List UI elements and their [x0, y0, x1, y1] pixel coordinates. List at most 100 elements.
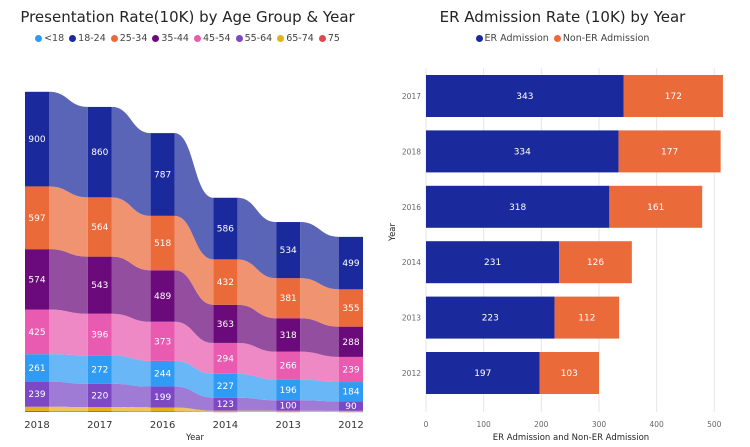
column-segment-18-24[interactable]	[213, 197, 238, 260]
ribbon-band[interactable]	[49, 249, 88, 314]
ribbon-band[interactable]	[300, 278, 339, 327]
column-segment-35-44[interactable]	[87, 256, 112, 314]
ribbon-band[interactable]	[300, 400, 339, 411]
bar-segment-non-er-admission[interactable]	[609, 185, 703, 228]
column-segment-25-34[interactable]	[25, 186, 49, 250]
column-segment-55-64[interactable]	[150, 386, 175, 408]
column-segment-18[interactable]	[213, 373, 238, 398]
right-legend-item-non-er-admission[interactable]: Non-ER Admission	[553, 33, 649, 44]
column-segment-18-24[interactable]	[25, 91, 49, 187]
ribbon-band[interactable]	[49, 354, 88, 384]
column-segment-25-34[interactable]	[276, 278, 301, 319]
bar-segment-non-er-admission[interactable]	[623, 75, 723, 117]
ribbon-band[interactable]	[111, 256, 151, 322]
ribbon-band[interactable]	[237, 304, 277, 352]
column-segment-65-74[interactable]	[339, 410, 363, 412]
column-segment-75[interactable]	[25, 410, 49, 412]
bar-segment-non-er-admission[interactable]	[554, 296, 620, 339]
column-segment-45-54[interactable]	[276, 351, 301, 380]
ribbon-band[interactable]	[111, 383, 151, 408]
column-segment-35-44[interactable]	[150, 270, 175, 322]
ribbon-band[interactable]	[49, 406, 88, 412]
column-segment-35-44[interactable]	[339, 326, 363, 357]
column-segment-18-24[interactable]	[276, 222, 301, 279]
column-segment-45-54[interactable]	[25, 309, 49, 355]
column-segment-55-64[interactable]	[25, 381, 49, 407]
bar-segment-er-admission[interactable]	[426, 75, 624, 117]
right-legend-item-er-admission[interactable]: ER Admission	[475, 33, 549, 44]
column-segment-65-74[interactable]	[87, 407, 112, 412]
bar-segment-non-er-admission[interactable]	[618, 130, 721, 173]
column-segment-18[interactable]	[276, 379, 301, 401]
column-segment-45-54[interactable]	[87, 313, 112, 356]
column-segment-25-34[interactable]	[150, 215, 175, 271]
column-segment-35-44[interactable]	[25, 249, 49, 310]
ribbon-band[interactable]	[49, 410, 88, 412]
ribbon-band[interactable]	[300, 222, 339, 290]
bar-segment-er-admission[interactable]	[426, 185, 610, 228]
left-legend-item-75[interactable]: 75	[318, 33, 340, 44]
ribbon-band[interactable]	[174, 321, 214, 374]
bar-segment-er-admission[interactable]	[426, 130, 619, 173]
column-segment-65-74[interactable]	[213, 410, 238, 412]
column-segment-18[interactable]	[25, 354, 49, 382]
column-segment-55-64[interactable]	[87, 383, 112, 408]
ribbon-band[interactable]	[49, 309, 88, 356]
ribbon-band[interactable]	[111, 106, 151, 216]
ribbon-band[interactable]	[300, 379, 339, 402]
column-segment-75[interactable]	[339, 411, 363, 413]
column-segment-65-74[interactable]	[276, 410, 301, 412]
ribbon-band[interactable]	[49, 381, 88, 408]
column-segment-55-64[interactable]	[213, 397, 238, 411]
ribbon-band[interactable]	[300, 318, 339, 357]
bar-segment-er-admission[interactable]	[426, 352, 540, 394]
ribbon-band[interactable]	[237, 197, 277, 279]
column-segment-75[interactable]	[87, 411, 112, 412]
bar-segment-er-admission[interactable]	[426, 241, 560, 284]
ribbon-band[interactable]	[237, 373, 277, 401]
left-legend-item-18-24[interactable]: 18-24	[69, 33, 106, 44]
ribbon-band[interactable]	[174, 215, 214, 305]
column-segment-45-54[interactable]	[339, 356, 363, 383]
left-legend-item-18[interactable]: <18	[35, 33, 64, 44]
column-segment-35-44[interactable]	[276, 318, 301, 352]
ribbon-band[interactable]	[300, 351, 339, 383]
column-segment-55-64[interactable]	[276, 400, 301, 411]
column-segment-65-74[interactable]	[25, 406, 49, 411]
ribbon-band[interactable]	[237, 342, 277, 380]
column-segment-25-34[interactable]	[87, 197, 112, 257]
column-segment-65-74[interactable]	[150, 407, 175, 412]
column-segment-45-54[interactable]	[213, 342, 238, 374]
bar-segment-er-admission[interactable]	[426, 296, 555, 339]
left-legend-item-55-64[interactable]: 55-64	[235, 33, 272, 44]
ribbon-band[interactable]	[174, 133, 214, 260]
ribbon-band[interactable]	[111, 411, 151, 412]
left-legend-item-65-74[interactable]: 65-74	[277, 33, 314, 44]
left-legend-item-35-44[interactable]: 35-44	[152, 33, 189, 44]
ribbon-band[interactable]	[174, 411, 214, 412]
bar-segment-non-er-admission[interactable]	[539, 352, 599, 394]
ribbon-band[interactable]	[111, 313, 151, 361]
column-segment-35-44[interactable]	[213, 304, 238, 343]
ribbon-band[interactable]	[49, 186, 88, 257]
bar-segment-non-er-admission[interactable]	[559, 241, 632, 284]
ribbon-band[interactable]	[49, 91, 88, 198]
column-segment-25-34[interactable]	[213, 259, 238, 305]
ribbon-band[interactable]	[111, 355, 151, 387]
column-segment-18-24[interactable]	[87, 106, 112, 198]
column-segment-18[interactable]	[150, 360, 175, 387]
ribbon-band[interactable]	[237, 397, 277, 411]
ribbon-band[interactable]	[111, 197, 151, 271]
column-segment-18-24[interactable]	[150, 133, 175, 216]
ribbon-band[interactable]	[174, 360, 214, 398]
ribbon-band[interactable]	[300, 410, 339, 412]
column-segment-18[interactable]	[87, 355, 112, 384]
column-segment-25-34[interactable]	[339, 289, 363, 327]
ribbon-band[interactable]	[237, 410, 277, 412]
ribbon-band[interactable]	[174, 386, 214, 411]
ribbon-band[interactable]	[111, 407, 151, 412]
column-segment-18[interactable]	[339, 382, 363, 402]
column-segment-45-54[interactable]	[150, 321, 175, 361]
ribbon-band[interactable]	[237, 259, 277, 319]
column-segment-55-64[interactable]	[339, 401, 363, 411]
